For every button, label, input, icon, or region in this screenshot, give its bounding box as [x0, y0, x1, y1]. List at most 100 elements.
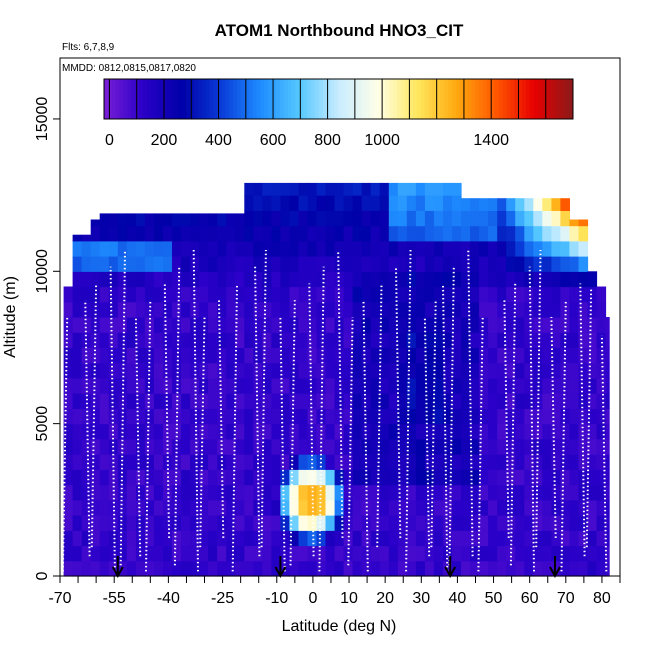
profile-track	[535, 249, 542, 548]
heatmap-cell	[72, 393, 83, 409]
colorbar-segment	[225, 79, 230, 119]
heatmap-cell	[424, 301, 435, 318]
heatmap-cell	[90, 393, 101, 409]
heatmap-cell	[569, 301, 579, 318]
heatmap-cell	[605, 408, 610, 425]
heatmap-cell	[388, 195, 399, 211]
heatmap-cell	[90, 332, 101, 348]
heatmap-cell	[479, 484, 489, 501]
heatmap-cell	[397, 499, 408, 516]
heatmap-cell	[379, 454, 390, 470]
heatmap-cell	[533, 317, 543, 333]
heatmap-cell	[551, 347, 561, 364]
heatmap-cell	[153, 423, 164, 440]
heatmap-cell	[370, 286, 381, 303]
heatmap-cell	[172, 225, 182, 242]
heatmap-cell	[415, 454, 426, 470]
heatmap-cell	[488, 347, 498, 364]
colorbar-frame	[103, 78, 574, 120]
heatmap-cell	[542, 560, 552, 577]
heatmap-cell	[181, 408, 191, 425]
colorbar-segment	[315, 79, 320, 119]
heatmap-cell	[72, 271, 83, 288]
heatmap-cell	[397, 545, 408, 562]
colorbar-segment	[264, 79, 269, 119]
heatmap-cell	[379, 182, 390, 196]
colorbar-tick-label: 1000	[364, 132, 400, 149]
heatmap-cell	[108, 271, 119, 288]
heatmap-cell	[208, 332, 218, 348]
heatmap-cell	[488, 256, 498, 272]
heatmap-cell	[424, 362, 435, 379]
heatmap-cell	[578, 317, 589, 333]
heatmap-cell	[163, 301, 173, 318]
heatmap-cell	[433, 454, 444, 470]
heatmap-cell	[63, 408, 74, 425]
heatmap-cell	[452, 317, 462, 333]
heatmap-cell	[117, 530, 128, 547]
heatmap-cell	[289, 347, 299, 364]
heatmap-cell	[81, 454, 92, 470]
heatmap-cell	[235, 515, 245, 531]
heatmap-cell	[99, 423, 110, 440]
heatmap-cell	[433, 182, 444, 196]
heatmap-cell	[172, 271, 182, 288]
heatmap-cell	[307, 484, 318, 501]
heatmap-cell	[280, 393, 290, 409]
heatmap-cell	[307, 317, 318, 333]
heatmap-cell	[443, 454, 453, 470]
heatmap-cell	[397, 256, 408, 272]
heatmap-cell	[307, 454, 318, 470]
heatmap-cell	[235, 286, 245, 303]
heatmap-cell	[415, 286, 426, 303]
flight-track-profiles	[61, 249, 608, 572]
heatmap-cell	[406, 210, 417, 227]
heatmap-cell	[352, 545, 363, 562]
heatmap-cell	[388, 240, 399, 257]
heatmap-cell	[343, 240, 354, 257]
heatmap-cell	[126, 362, 137, 379]
heatmap-cell	[605, 484, 610, 501]
heatmap-cell	[108, 240, 119, 257]
heatmap-cell	[226, 545, 236, 562]
heatmap-cell	[406, 301, 417, 318]
heatmap-cell	[497, 332, 507, 348]
heatmap-cell	[289, 515, 299, 531]
colorbar-segment	[365, 79, 371, 119]
heatmap-cell	[406, 454, 417, 470]
heatmap-cell	[135, 454, 146, 470]
heatmap-cell	[406, 377, 417, 394]
heatmap-cell	[253, 362, 263, 379]
heatmap-cell	[361, 362, 372, 379]
heatmap-cell	[163, 271, 173, 288]
heatmap-cell	[81, 240, 92, 257]
heatmap-cell	[569, 347, 579, 364]
heatmap-cell	[406, 469, 417, 486]
heatmap-cell	[497, 484, 507, 501]
heatmap-cell	[199, 317, 209, 333]
heatmap-cell	[208, 545, 218, 562]
heatmap-cell	[497, 393, 507, 409]
heatmap-cell	[443, 301, 453, 318]
heatmap-cell	[596, 317, 607, 333]
heatmap-cell	[226, 560, 236, 577]
heatmap-cell	[271, 530, 281, 547]
heatmap-cell	[578, 393, 589, 409]
heatmap-cell	[361, 377, 372, 394]
heatmap-cell	[217, 454, 227, 470]
heatmap-cell	[443, 225, 453, 242]
heatmap-cell	[443, 469, 453, 486]
heatmap-cell	[452, 515, 462, 531]
heatmap-cell	[190, 560, 200, 577]
heatmap-cell	[433, 438, 444, 455]
colorbar-segment	[330, 79, 336, 119]
profile-track	[260, 249, 267, 548]
heatmap-cell	[470, 393, 480, 409]
heatmap-cell	[81, 515, 92, 531]
heatmap-cell	[406, 240, 417, 257]
heatmap-cell	[551, 301, 561, 318]
heatmap-cell	[343, 530, 354, 547]
heatmap-cell	[307, 377, 318, 394]
heatmap-cell	[479, 271, 489, 288]
heatmap-cell	[316, 408, 327, 425]
